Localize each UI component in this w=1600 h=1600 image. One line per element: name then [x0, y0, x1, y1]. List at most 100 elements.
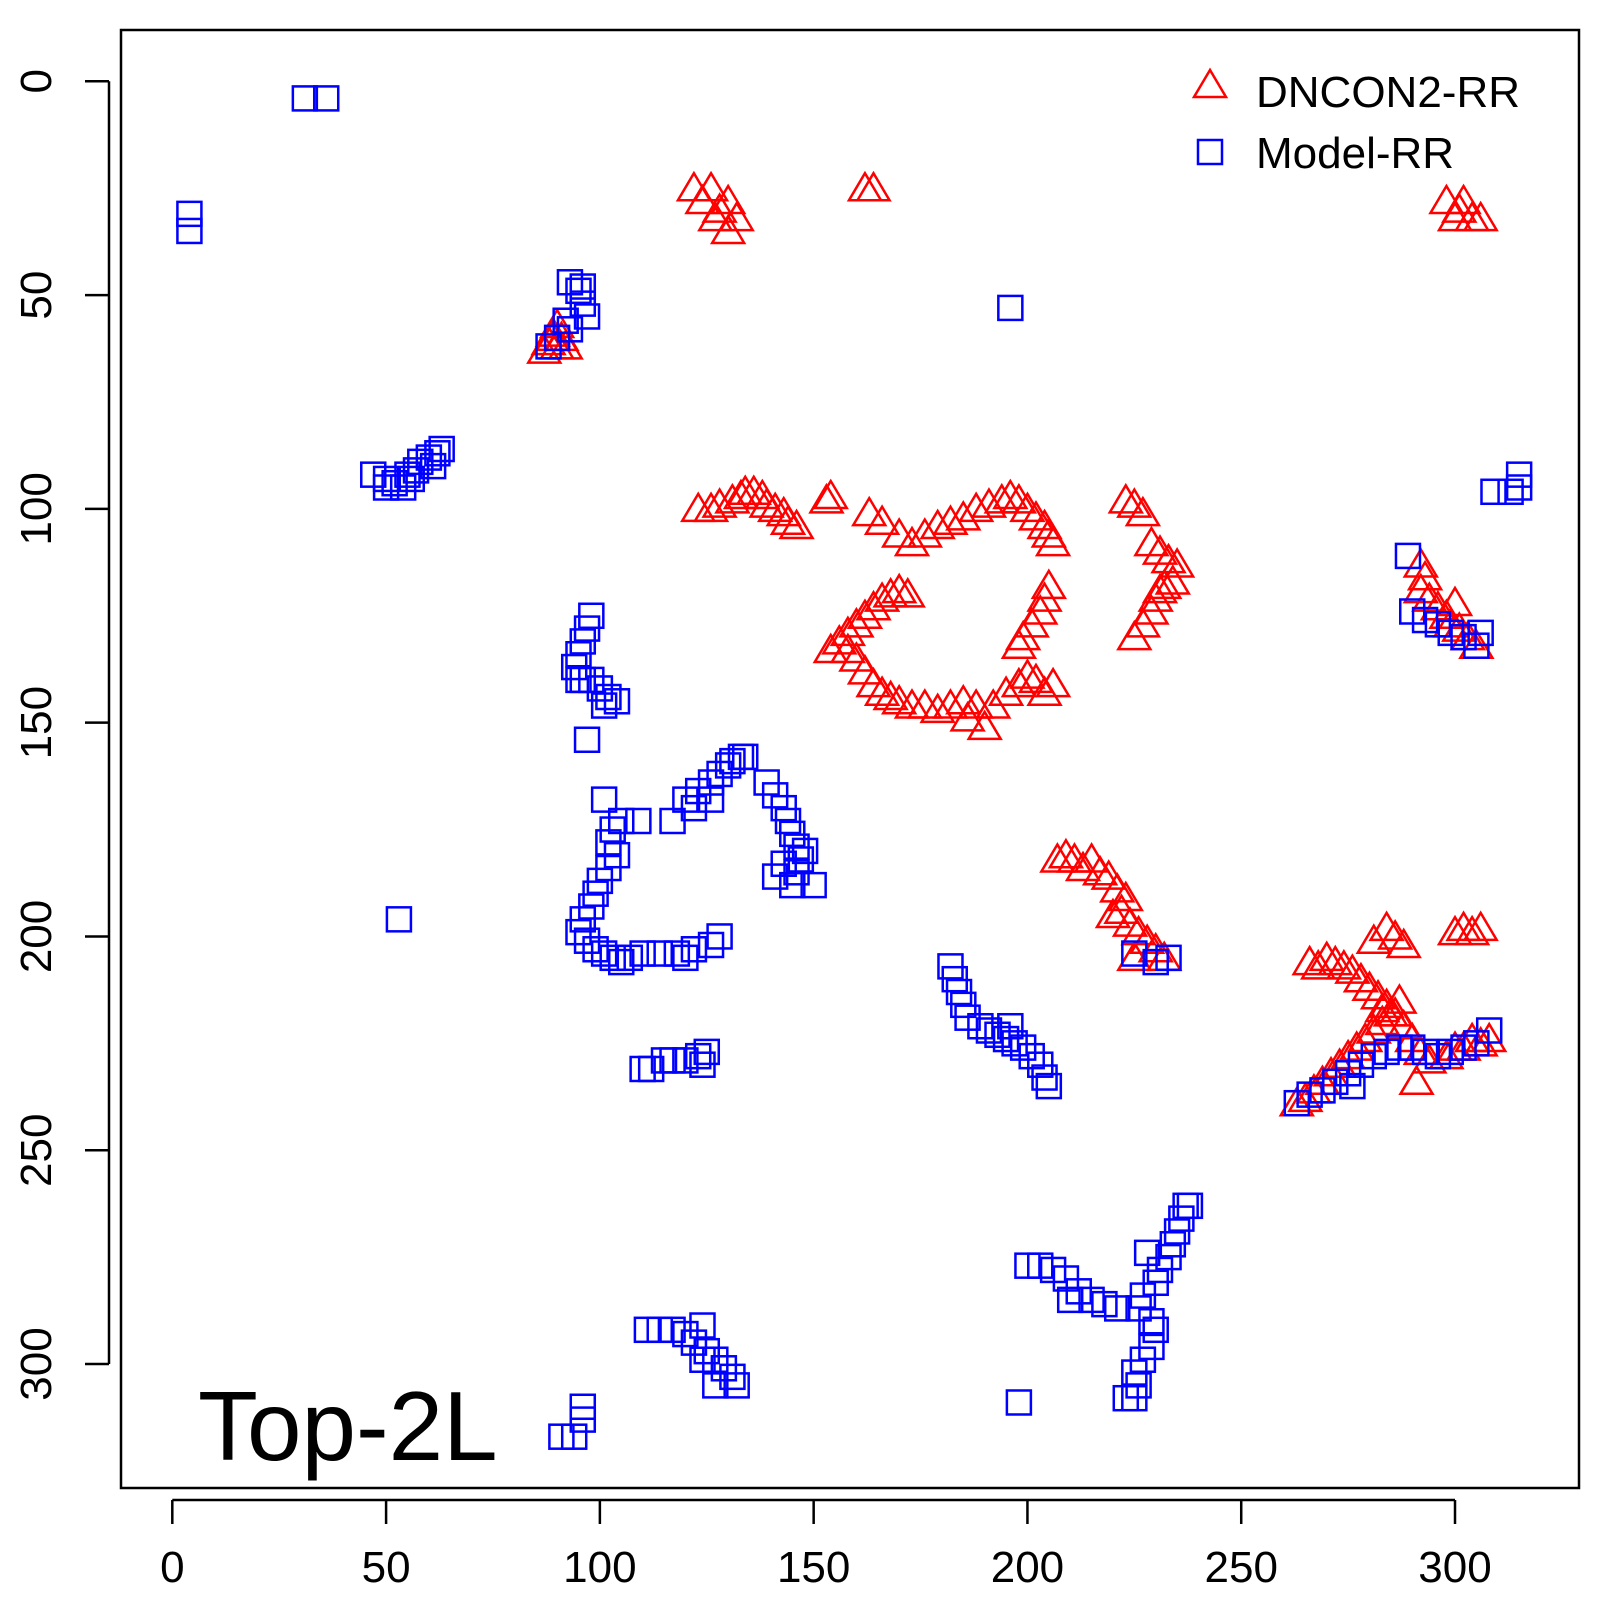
point-model-rr: [684, 1042, 712, 1070]
point-model-rr: [997, 294, 1024, 322]
point-dncon2-rr: [1141, 534, 1179, 565]
point-model-rr: [997, 1012, 1024, 1040]
y-tick-label: 300: [12, 1327, 61, 1400]
y-tick-label: 100: [12, 472, 61, 545]
point-model-rr: [1133, 1239, 1161, 1267]
y-axis: 0 50 100 150 200 250 300: [12, 69, 111, 1401]
point-dncon2-rr: [880, 517, 918, 548]
point-model-rr: [569, 273, 597, 300]
point-model-rr: [663, 940, 691, 967]
x-tick-label: 0: [160, 1543, 184, 1592]
point-model-rr: [689, 1312, 716, 1339]
point-model-rr: [590, 692, 618, 719]
point-dncon2-rr: [949, 700, 986, 732]
point-model-rr: [702, 1372, 729, 1399]
point-dncon2-rr: [769, 504, 807, 535]
point-model-rr: [1031, 1064, 1058, 1091]
point-dncon2-rr: [675, 170, 713, 202]
point-model-rr: [706, 923, 733, 950]
x-tick-label: 150: [777, 1543, 850, 1592]
point-dncon2-rr: [919, 692, 956, 724]
point-dncon2-rr: [1000, 628, 1038, 659]
plot-frame: [119, 28, 1581, 1490]
point-dncon2-rr: [709, 183, 747, 215]
point-model-rr: [967, 1012, 994, 1040]
series-model-rr: [176, 85, 1533, 1450]
point-dncon2-rr: [945, 499, 982, 531]
y-tick-label: 150: [12, 686, 61, 759]
point-dncon2-rr: [851, 495, 888, 527]
point-model-rr: [291, 85, 319, 112]
point-dncon2-rr: [863, 504, 901, 535]
point-model-rr: [659, 807, 686, 835]
legend-marker-dncon2-rr: [1191, 67, 1229, 99]
point-model-rr: [697, 786, 725, 813]
point-dncon2-rr: [1116, 619, 1153, 651]
point-model-rr: [428, 435, 455, 463]
point-dncon2-rr: [889, 576, 926, 608]
point-dncon2-rr: [1026, 581, 1063, 612]
point-dncon2-rr: [692, 170, 730, 202]
point-dncon2-rr: [829, 615, 867, 647]
point-model-rr: [1112, 1384, 1140, 1412]
point-model-rr: [599, 944, 626, 972]
point-dncon2-rr: [1017, 499, 1055, 531]
point-dncon2-rr: [1047, 837, 1085, 869]
point-dncon2-rr: [735, 474, 772, 506]
point-model-rr: [573, 726, 601, 754]
point-dncon2-rr: [966, 709, 1003, 741]
point-model-rr: [629, 940, 656, 967]
point-dncon2-rr: [1009, 491, 1046, 523]
point-model-rr: [625, 807, 652, 835]
point-model-rr: [1121, 940, 1148, 967]
point-dncon2-rr: [992, 478, 1029, 510]
point-model-rr: [608, 948, 635, 976]
point-dncon2-rr: [722, 478, 760, 510]
point-dncon2-rr: [697, 200, 734, 232]
point-model-rr: [372, 474, 400, 501]
point-model-rr: [565, 666, 592, 694]
point-dncon2-rr: [932, 504, 969, 535]
panel-label: Top-2L: [198, 1371, 498, 1481]
point-dncon2-rr: [1385, 927, 1422, 959]
point-dncon2-rr: [906, 517, 944, 548]
x-axis: 0 50 100 150 200 250 300: [160, 1498, 1492, 1592]
point-model-rr: [672, 1320, 699, 1348]
point-dncon2-rr: [756, 491, 794, 523]
x-tick-label: 300: [1418, 1543, 1491, 1592]
point-dncon2-rr: [893, 525, 931, 557]
point-model-rr: [590, 940, 618, 967]
point-dncon2-rr: [1120, 914, 1157, 946]
point-dncon2-rr: [863, 581, 901, 612]
point-dncon2-rr: [718, 200, 755, 232]
legend: DNCON2-RR Model-RR: [1191, 67, 1520, 178]
point-model-rr: [1155, 944, 1182, 972]
point-dncon2-rr: [1154, 564, 1192, 595]
series-dncon2-rr: [526, 170, 1508, 1117]
point-dncon2-rr: [919, 508, 956, 540]
point-dncon2-rr: [1376, 918, 1414, 950]
point-dncon2-rr: [1034, 666, 1072, 698]
point-model-rr: [590, 786, 618, 813]
point-dncon2-rr: [1124, 495, 1162, 527]
point-dncon2-rr: [1364, 991, 1401, 1023]
point-model-rr: [800, 871, 827, 899]
point-dncon2-rr: [812, 478, 849, 510]
point-dncon2-rr: [1026, 675, 1063, 706]
point-dncon2-rr: [1111, 906, 1149, 937]
point-dncon2-rr: [778, 508, 815, 540]
point-dncon2-rr: [748, 487, 785, 518]
point-model-rr: [1142, 1316, 1169, 1344]
point-model-rr: [543, 324, 571, 352]
point-dncon2-rr: [1107, 482, 1144, 514]
point-dncon2-rr: [1116, 487, 1153, 518]
point-dncon2-rr: [1445, 910, 1482, 942]
legend-label-dncon2-rr: DNCON2-RR: [1256, 68, 1520, 117]
point-model-rr: [1480, 478, 1507, 506]
point-model-rr: [1035, 1072, 1063, 1100]
point-model-rr: [1138, 1307, 1165, 1335]
point-model-rr: [975, 1017, 1003, 1044]
point-dncon2-rr: [1034, 525, 1072, 557]
point-dncon2-rr: [1342, 961, 1380, 993]
point-dncon2-rr: [987, 675, 1025, 706]
